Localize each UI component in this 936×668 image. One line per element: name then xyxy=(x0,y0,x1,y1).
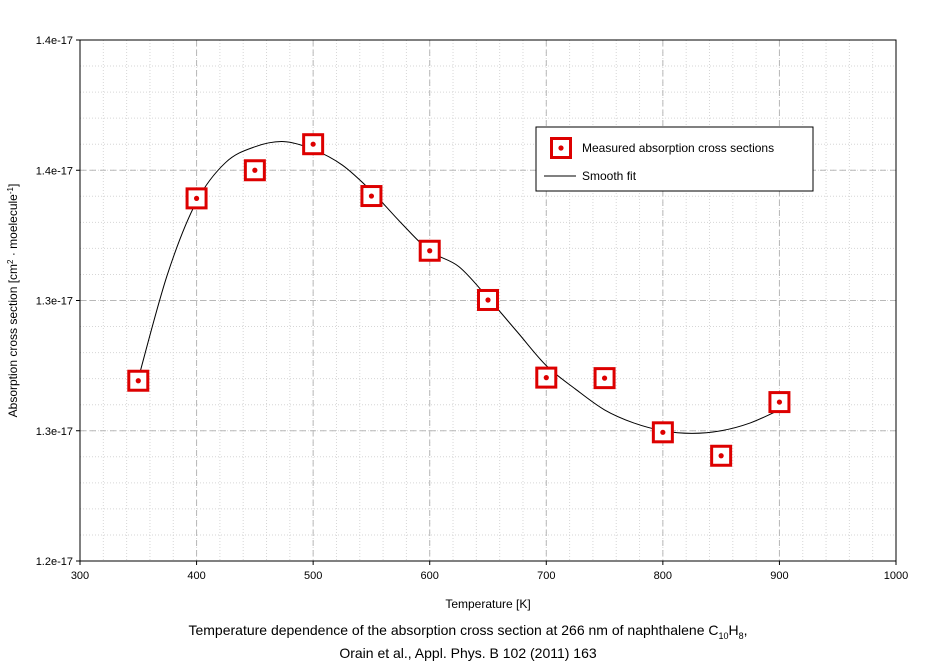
marker-dot xyxy=(485,297,491,303)
y-axis-label-part: Absorption cross section [cm xyxy=(6,264,20,417)
caption-line-2: Orain et al., Appl. Phys. B 102 (2011) 1… xyxy=(339,645,597,661)
x-tick-label: 700 xyxy=(537,570,555,582)
y-axis-label-part: · moelecule xyxy=(6,194,20,260)
caption-text: H xyxy=(728,622,739,638)
marker-dot xyxy=(427,248,433,254)
marker-dot xyxy=(193,195,200,201)
marker-dot xyxy=(543,375,549,381)
data-point-marker xyxy=(477,288,499,311)
marker-dot xyxy=(252,167,258,173)
x-tick-label: 800 xyxy=(654,570,672,582)
marker-layer xyxy=(127,133,791,467)
x-tick-label: 500 xyxy=(304,570,322,582)
x-tick-label: 300 xyxy=(71,570,89,582)
x-tick-label: 400 xyxy=(187,570,205,582)
x-tick-label: 1000 xyxy=(884,570,908,582)
legend-marker xyxy=(550,137,572,159)
data-point-marker xyxy=(768,391,791,414)
legend-box xyxy=(535,126,814,192)
marker-dot xyxy=(368,193,375,199)
data-point-marker xyxy=(593,367,616,390)
caption-line-1: Temperature dependence of the absorption… xyxy=(0,622,936,641)
data-point-marker xyxy=(535,366,558,389)
marker-dot xyxy=(135,378,141,384)
y-axis-label-sup: 2 xyxy=(6,259,15,264)
y-tick-label: 1.4e-17 xyxy=(36,165,73,177)
marker-dot xyxy=(310,141,316,147)
legend-label-measured: Measured absorption cross sections xyxy=(582,141,774,155)
y-axis-label: Absorption cross section [cm2 · moelecul… xyxy=(6,184,21,418)
y-tick-label: 1.2e-17 xyxy=(36,556,73,568)
y-tick-label: 1.3e-17 xyxy=(36,296,73,308)
x-tick-label: 900 xyxy=(770,570,788,582)
marker-dot xyxy=(776,399,783,405)
marker-dot xyxy=(601,375,608,381)
caption-text: , xyxy=(743,622,748,638)
y-tick-label: 1.3e-17 xyxy=(36,426,73,438)
data-point-marker xyxy=(243,159,266,182)
marker-dot xyxy=(558,145,564,151)
y-axis-label-sup: -1 xyxy=(6,186,15,194)
chart: 300 400 500 600 700 800 900 1000 1.2e-17 1.3e-17 1… xyxy=(6,35,909,611)
y-tick-label: 1.4e-17 xyxy=(36,35,73,47)
data-point-marker xyxy=(185,187,208,210)
data-point-marker xyxy=(651,421,674,444)
data-point-marker xyxy=(302,133,325,156)
legend-marker-icon xyxy=(550,137,572,159)
axis-ticks: 300 400 500 600 700 800 900 1000 1.2e-17 1.3e-17 1… xyxy=(36,35,909,582)
x-tick-label: 600 xyxy=(421,570,439,582)
data-point-marker xyxy=(710,444,733,467)
caption-sub: 10 xyxy=(718,630,729,641)
data-point-marker xyxy=(360,185,383,208)
legend-label-fit: Smooth fit xyxy=(582,169,637,183)
caption-text: Temperature dependence of the absorption… xyxy=(188,622,719,638)
data-point-marker xyxy=(418,239,441,262)
grid-lines xyxy=(80,40,896,561)
legend: Measured absorption cross sections Smoot… xyxy=(535,126,814,192)
y-axis-label-part: ] xyxy=(6,184,20,187)
data-point-marker xyxy=(127,369,150,392)
x-axis-label: Temperature [K] xyxy=(445,597,530,611)
marker-dot xyxy=(660,429,666,435)
marker-dot xyxy=(718,453,724,459)
caption-sub: 8 xyxy=(738,630,744,641)
